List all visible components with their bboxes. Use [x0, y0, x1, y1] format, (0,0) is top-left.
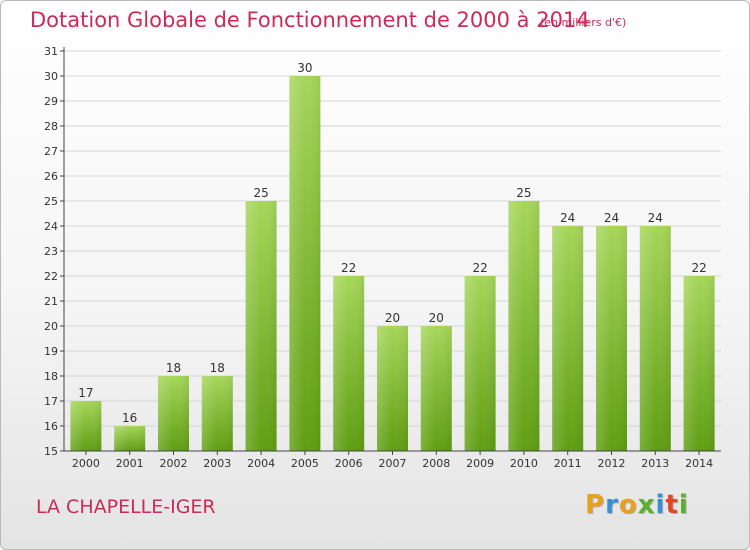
bar-shine-2009 — [464, 276, 496, 451]
value-label-2003: 18 — [210, 361, 225, 375]
bar-shine-2001 — [114, 426, 146, 451]
bar-shine-2002 — [158, 376, 189, 451]
logo-letter: i — [678, 490, 689, 520]
value-label-2008: 20 — [429, 311, 444, 325]
y-tick-label: 29 — [44, 95, 58, 108]
y-tick-label: 20 — [44, 320, 58, 333]
bars: 17 16 18 18 25 30 22 20 20 22 25 24 24 24 22 — [70, 61, 715, 451]
x-tick-label-2011: 2011 — [554, 457, 582, 470]
x-tick-label-2013: 2013 — [641, 457, 669, 470]
bar-shine-2006 — [333, 276, 365, 451]
x-tick-label-2007: 2007 — [379, 457, 407, 470]
y-tick-label: 16 — [44, 420, 58, 433]
bar-shine-2000 — [70, 401, 102, 451]
logo-letter: i — [655, 490, 666, 520]
y-tick-label: 26 — [44, 170, 58, 183]
logo-letter: P — [585, 490, 606, 520]
y-tick-label: 24 — [44, 220, 58, 233]
bar-shine-2014 — [683, 276, 715, 451]
bar-shine-2004 — [245, 201, 277, 451]
bar-shine-2005 — [289, 76, 321, 451]
x-tick-label-2010: 2010 — [510, 457, 538, 470]
y-tick-label: 25 — [44, 195, 58, 208]
x-tick-label-2008: 2008 — [422, 457, 450, 470]
logo-letter: x — [637, 490, 656, 520]
axes: 15 16 17 18 19 20 21 22 23 24 25 26 27 28 29 30 31 2000 20… — [44, 45, 721, 470]
logo-letter: r — [605, 490, 619, 520]
y-tick-label: 27 — [44, 145, 58, 158]
chart-unit: (en milliers d'€) — [540, 16, 627, 29]
value-label-2005: 30 — [297, 61, 312, 75]
value-label-2010: 25 — [516, 186, 531, 200]
bar-shine-2012 — [596, 226, 627, 451]
value-label-2007: 20 — [385, 311, 400, 325]
value-label-2009: 22 — [472, 261, 487, 275]
x-tick-label-2014: 2014 — [685, 457, 713, 470]
bar-shine-2010 — [508, 201, 540, 451]
y-tick-label: 30 — [44, 70, 58, 83]
bar-shine-2007 — [377, 326, 408, 451]
y-tick-label: 23 — [44, 245, 58, 258]
value-label-2001: 16 — [122, 411, 137, 425]
bar-shine-2013 — [639, 226, 671, 451]
logo-letter: t — [665, 490, 679, 520]
value-label-2000: 17 — [78, 386, 93, 400]
value-label-2013: 24 — [648, 211, 663, 225]
y-tick-label: 15 — [44, 445, 58, 458]
value-label-2004: 25 — [253, 186, 268, 200]
bar-shine-2008 — [420, 326, 452, 451]
value-label-2011: 24 — [560, 211, 575, 225]
y-tick-label: 18 — [44, 370, 58, 383]
proxiti-logo[interactable]: Proxiti — [585, 490, 689, 520]
commune-name: LA CHAPELLE-IGER — [36, 496, 216, 518]
x-tick-label-2005: 2005 — [291, 457, 319, 470]
y-tick-label: 19 — [44, 345, 58, 358]
y-tick-label: 31 — [44, 45, 58, 58]
y-tick-label: 17 — [44, 395, 58, 408]
x-tick-label-2001: 2001 — [116, 457, 144, 470]
value-label-2014: 22 — [691, 261, 706, 275]
y-tick-label: 22 — [44, 270, 58, 283]
bar-shine-2011 — [552, 226, 584, 451]
x-tick-label-2003: 2003 — [203, 457, 231, 470]
logo-letter: o — [618, 490, 638, 520]
value-label-2006: 22 — [341, 261, 356, 275]
x-tick-label-2004: 2004 — [247, 457, 275, 470]
value-label-2012: 24 — [604, 211, 619, 225]
x-tick-label-2012: 2012 — [598, 457, 626, 470]
y-tick-label: 28 — [44, 120, 58, 133]
value-label-2002: 18 — [166, 361, 181, 375]
bar-shine-2003 — [201, 376, 233, 451]
x-tick-label-2002: 2002 — [160, 457, 188, 470]
chart-title: Dotation Globale de Fonctionnement de 20… — [30, 8, 590, 32]
x-tick-label-2000: 2000 — [72, 457, 100, 470]
x-tick-label-2006: 2006 — [335, 457, 363, 470]
x-tick-label-2009: 2009 — [466, 457, 494, 470]
y-tick-label: 21 — [44, 295, 58, 308]
